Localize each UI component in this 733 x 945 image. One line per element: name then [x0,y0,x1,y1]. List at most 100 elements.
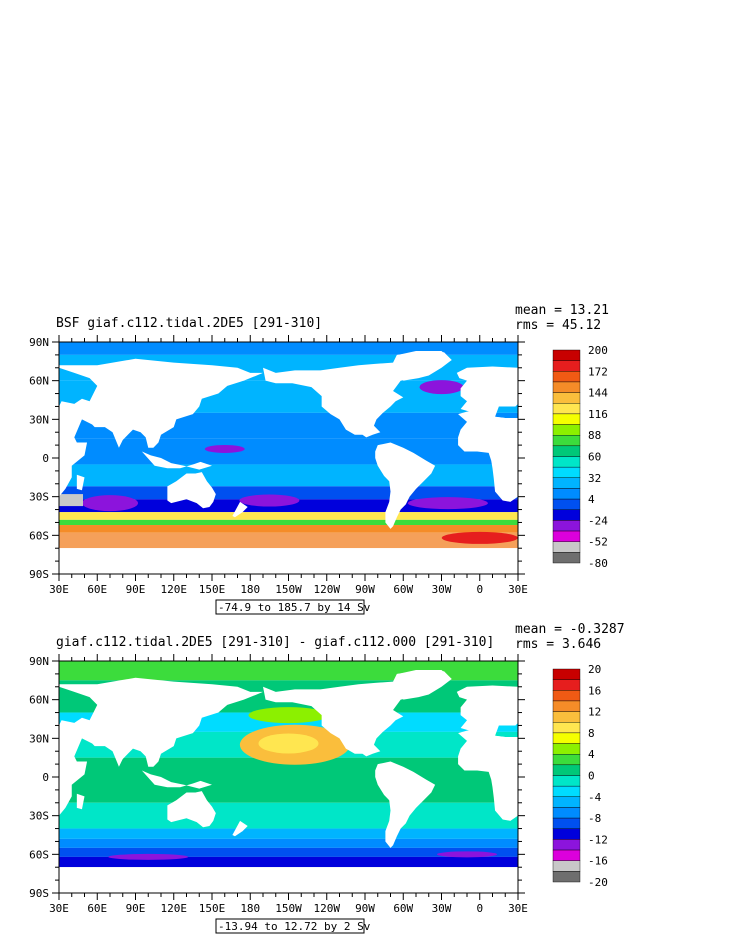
eurasia-east-land [59,677,263,816]
new-zealand-land [232,820,248,837]
colorbar-label: 88 [588,429,601,442]
indonesia-land [141,770,212,789]
colorbar-box [552,477,581,489]
lon-label: 60E [87,902,107,915]
colorbar-label: 172 [588,365,608,378]
field-band [59,525,518,533]
lat-label: 60N [29,694,49,707]
colorbar-box [552,360,581,372]
colorbar-box [552,371,581,383]
colorbar-label: 144 [588,387,608,400]
lon-label: 0 [476,583,483,596]
colorbar-box [552,456,581,468]
lon-label: 150E [199,583,226,596]
axis-ticks [52,335,525,581]
gyre-south-pacific [239,494,300,507]
stat-rms: rms = 3.646 [515,637,601,652]
colorbar-box [552,466,581,478]
colorbar-box [552,392,581,404]
indonesia-land [141,451,212,470]
lon-label: 90E [126,583,146,596]
colorbar-label: 4 [588,493,595,506]
lat-label: 0 [42,452,49,465]
colorbar-label: 12 [588,706,601,719]
field-band [59,838,518,848]
lon-label: 120E [161,902,188,915]
lat-label: 90N [29,655,49,668]
range-label: -13.94 to 12.72 by 2 Sv [218,920,371,933]
panel-title: BSF giaf.c112.tidal.2DE5 [291-310] [56,316,322,331]
stat-mean: mean = 13.21 [515,303,609,318]
colorbar-label: -20 [588,876,608,889]
colorbar-label: 32 [588,472,601,485]
colorbar-box [552,413,581,425]
lat-label: 60S [29,848,49,861]
lon-label: 30E [508,902,528,915]
range-label: -74.9 to 185.7 by 14 Sv [218,601,371,614]
lon-label: 30E [49,902,69,915]
field-band [59,438,518,465]
greenland-land [398,670,452,700]
lon-label: 60W [393,583,413,596]
gyre-north-atlantic [419,380,464,395]
anomaly-subpolar [248,707,329,724]
lon-label: 90E [126,902,146,915]
lon-label: 120W [314,902,341,915]
lon-label: 150W [275,583,302,596]
colorbar-box [552,520,581,532]
colorbar-label: -80 [588,557,608,570]
lat-label: 60S [29,529,49,542]
africa-land [458,410,518,502]
colorbar-box [552,509,581,521]
lon-label: 120W [314,583,341,596]
colorbar-box [552,849,581,861]
stat-mean: mean = -0.3287 [515,622,625,637]
madagascar-land [76,793,85,810]
lon-label: 180 [240,902,260,915]
lat-label: 90S [29,568,49,581]
colorbar-box [552,711,581,723]
colorbar-box [552,403,581,415]
range-box [215,918,365,934]
anomaly-acc-west [108,853,189,860]
field-band [59,512,518,520]
colorbar-box [552,764,581,776]
antarctica-land [59,867,518,893]
lon-label: 60E [87,583,107,596]
colorbar-label: 0 [588,770,595,783]
colorbar-box [552,839,581,851]
colorbar: 200 172 144 116 88 60 32 4 -24 -52 -80 [552,344,608,570]
land-masks [59,351,518,574]
colorbar-box [552,445,581,457]
lon-label: 30W [432,902,452,915]
field-band [59,802,518,829]
colorbar-box [552,722,581,734]
lon-label: 0 [476,902,483,915]
lon-label: 60W [393,902,413,915]
colorbar-box [552,828,581,840]
lon-label: 30W [432,583,452,596]
colorbar-box [552,541,581,553]
acc-maximum [441,531,518,544]
colorbar-box [552,530,581,542]
colorbar-box [552,817,581,829]
colorbar-box [552,754,581,766]
colorbar-box [552,488,581,500]
colorbar-box [552,679,581,691]
gyre-equatorial [204,444,245,453]
lat-label: 30S [29,491,49,504]
lat-label: 90N [29,336,49,349]
lon-label: 30E [508,583,528,596]
colorbar-label: -4 [588,791,602,804]
colorbar-box [552,498,581,510]
colorbar-label: 8 [588,727,595,740]
panel-title: giaf.c112.tidal.2DE5 [291-310] - giaf.c1… [56,635,494,650]
lon-label: 90W [355,583,375,596]
australia-land [167,472,216,509]
colorbar-label: -8 [588,812,601,825]
colorbar-box [552,435,581,447]
gyre-south-atlantic [407,497,488,510]
lat-label: 30S [29,810,49,823]
